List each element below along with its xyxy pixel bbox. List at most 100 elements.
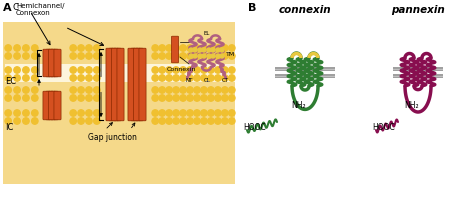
- Circle shape: [14, 75, 20, 82]
- Circle shape: [23, 95, 29, 102]
- Bar: [152, 87, 235, 102]
- Bar: [3, 23, 235, 184]
- Circle shape: [152, 67, 158, 74]
- Bar: [275, 74, 335, 78]
- Circle shape: [208, 54, 214, 60]
- Bar: [393, 67, 443, 71]
- Circle shape: [93, 54, 100, 60]
- Circle shape: [23, 75, 29, 82]
- Circle shape: [166, 87, 173, 94]
- Circle shape: [208, 67, 214, 74]
- Circle shape: [23, 54, 29, 60]
- Circle shape: [5, 67, 11, 74]
- Circle shape: [187, 95, 193, 102]
- Circle shape: [222, 75, 228, 82]
- Circle shape: [70, 87, 76, 94]
- Circle shape: [23, 118, 29, 125]
- FancyBboxPatch shape: [54, 50, 61, 77]
- Circle shape: [201, 75, 207, 82]
- FancyBboxPatch shape: [46, 92, 53, 120]
- Circle shape: [194, 54, 200, 60]
- Circle shape: [173, 95, 179, 102]
- Circle shape: [187, 75, 193, 82]
- Circle shape: [32, 118, 38, 125]
- Bar: [152, 45, 235, 61]
- Circle shape: [207, 55, 211, 59]
- Text: A: A: [3, 3, 12, 13]
- Circle shape: [216, 55, 220, 59]
- Text: connexin: connexin: [279, 5, 331, 15]
- Circle shape: [70, 110, 76, 117]
- Circle shape: [78, 67, 84, 74]
- Circle shape: [14, 54, 20, 60]
- Circle shape: [180, 110, 186, 117]
- Circle shape: [211, 55, 215, 59]
- Circle shape: [32, 54, 38, 60]
- Circle shape: [166, 95, 173, 102]
- Circle shape: [228, 118, 235, 125]
- Circle shape: [201, 118, 207, 125]
- Circle shape: [86, 87, 92, 94]
- Circle shape: [215, 67, 221, 74]
- Circle shape: [194, 46, 200, 52]
- Circle shape: [93, 87, 100, 94]
- Circle shape: [32, 95, 38, 102]
- Circle shape: [86, 118, 92, 125]
- Circle shape: [159, 67, 165, 74]
- Circle shape: [166, 118, 173, 125]
- Circle shape: [222, 110, 228, 117]
- Circle shape: [187, 67, 193, 74]
- FancyBboxPatch shape: [43, 92, 50, 120]
- Circle shape: [187, 87, 193, 94]
- Circle shape: [78, 54, 84, 60]
- Circle shape: [180, 87, 186, 94]
- Circle shape: [152, 54, 158, 60]
- FancyBboxPatch shape: [43, 50, 50, 77]
- Circle shape: [152, 87, 158, 94]
- Circle shape: [93, 75, 100, 82]
- Circle shape: [23, 87, 29, 94]
- Bar: [275, 70, 335, 71]
- Circle shape: [93, 110, 100, 117]
- FancyBboxPatch shape: [48, 92, 55, 120]
- Circle shape: [159, 110, 165, 117]
- Circle shape: [201, 110, 207, 117]
- Text: IC: IC: [5, 123, 13, 132]
- Circle shape: [14, 46, 20, 52]
- Circle shape: [173, 54, 179, 60]
- Circle shape: [215, 54, 221, 60]
- Text: HOOC: HOOC: [243, 122, 266, 131]
- Text: Hemichannel/
Connexon: Hemichannel/ Connexon: [16, 3, 64, 16]
- Circle shape: [23, 46, 29, 52]
- FancyBboxPatch shape: [172, 37, 179, 63]
- Circle shape: [173, 46, 179, 52]
- Circle shape: [202, 49, 206, 53]
- Text: TM: TM: [226, 51, 235, 56]
- Circle shape: [14, 67, 20, 74]
- Circle shape: [86, 95, 92, 102]
- Circle shape: [180, 46, 186, 52]
- Text: Gap junction: Gap junction: [88, 132, 137, 141]
- Circle shape: [215, 95, 221, 102]
- FancyBboxPatch shape: [51, 92, 58, 120]
- Circle shape: [198, 55, 202, 59]
- Circle shape: [86, 54, 92, 60]
- Circle shape: [152, 75, 158, 82]
- FancyBboxPatch shape: [46, 50, 53, 77]
- Circle shape: [208, 75, 214, 82]
- Circle shape: [187, 110, 193, 117]
- Circle shape: [93, 118, 100, 125]
- Circle shape: [187, 54, 193, 60]
- Circle shape: [152, 110, 158, 117]
- Circle shape: [187, 118, 193, 125]
- Circle shape: [194, 95, 200, 102]
- Bar: [5, 109, 38, 125]
- Circle shape: [228, 87, 235, 94]
- Circle shape: [14, 118, 20, 125]
- Circle shape: [222, 87, 228, 94]
- Circle shape: [207, 49, 211, 53]
- Circle shape: [78, 75, 84, 82]
- Circle shape: [5, 46, 11, 52]
- Circle shape: [78, 46, 84, 52]
- Circle shape: [222, 54, 228, 60]
